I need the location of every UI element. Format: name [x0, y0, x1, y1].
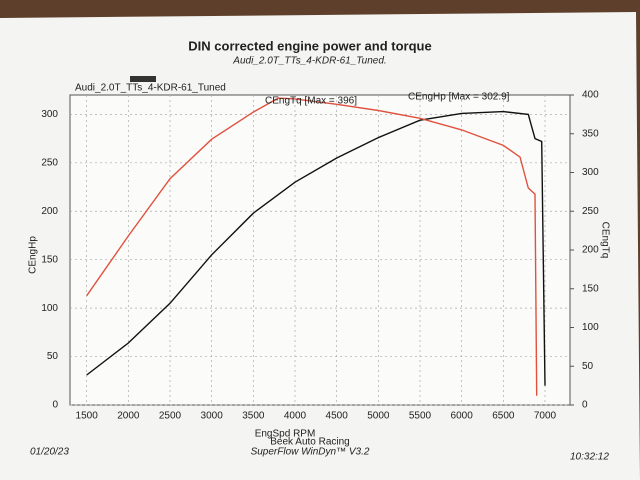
y2-tick-label: 250 [582, 206, 599, 217]
time: 10:32:12 [570, 452, 609, 463]
x-tick-label: 1500 [76, 411, 99, 422]
x-tick-label: 7000 [534, 411, 557, 422]
footer: Beek Auto Racing [270, 437, 350, 448]
x-tick-label: 6000 [451, 411, 474, 422]
series-line [86, 97, 538, 396]
chart-subtitle: Audi_2.0T_TTs_4-KDR-61_Tuned. [232, 56, 386, 67]
y-axis-label: CEngHp [28, 236, 39, 274]
x-tick-label: 4000 [284, 411, 307, 422]
date: 01/20/23 [30, 447, 69, 458]
y-tick-label: 0 [52, 400, 58, 411]
y-tick-label: 300 [41, 109, 58, 120]
x-tick-label: 4500 [326, 411, 349, 422]
y-tick-label: 100 [41, 303, 58, 314]
y-tick-label: 50 [47, 351, 59, 362]
y2-tick-label: 200 [582, 245, 599, 256]
y-tick-label: 150 [41, 254, 58, 265]
x-tick-label: 5000 [367, 411, 390, 422]
y2-tick-label: 300 [582, 167, 599, 178]
x-tick-label: 6500 [492, 411, 515, 422]
y-tick-label: 200 [41, 206, 58, 217]
series-line [86, 110, 546, 386]
y2-tick-label: 350 [582, 128, 599, 139]
y2-tick-label: 0 [582, 400, 588, 411]
y2-tick-label: 50 [582, 361, 594, 372]
x-tick-label: 3000 [201, 411, 224, 422]
legend-label: Audi_2.0T_TTs_4-KDR-61_Tuned [75, 83, 226, 94]
x-tick-label: 5500 [409, 411, 432, 422]
x-axis-label: EngSpd RPM [255, 429, 316, 440]
plot-area [69, 94, 571, 406]
annotation: CEngTq [Max = 396] [265, 96, 357, 107]
x-tick-label: 2000 [117, 411, 140, 422]
legend-swatch [130, 76, 156, 82]
y2-tick-label: 100 [582, 322, 599, 333]
footer: SuperFlow WinDyn™ V3.2 [251, 447, 370, 458]
x-tick-label: 2500 [159, 411, 182, 422]
y2-axis-label: CEngTq [599, 222, 610, 259]
y-tick-label: 250 [41, 157, 58, 168]
annotation: CEngHp [Max = 302.9] [408, 92, 510, 103]
y2-tick-label: 150 [582, 283, 599, 294]
y2-tick-label: 400 [582, 90, 599, 101]
x-tick-label: 3500 [242, 411, 265, 422]
chart-title: DIN corrected engine power and torque [188, 38, 431, 53]
